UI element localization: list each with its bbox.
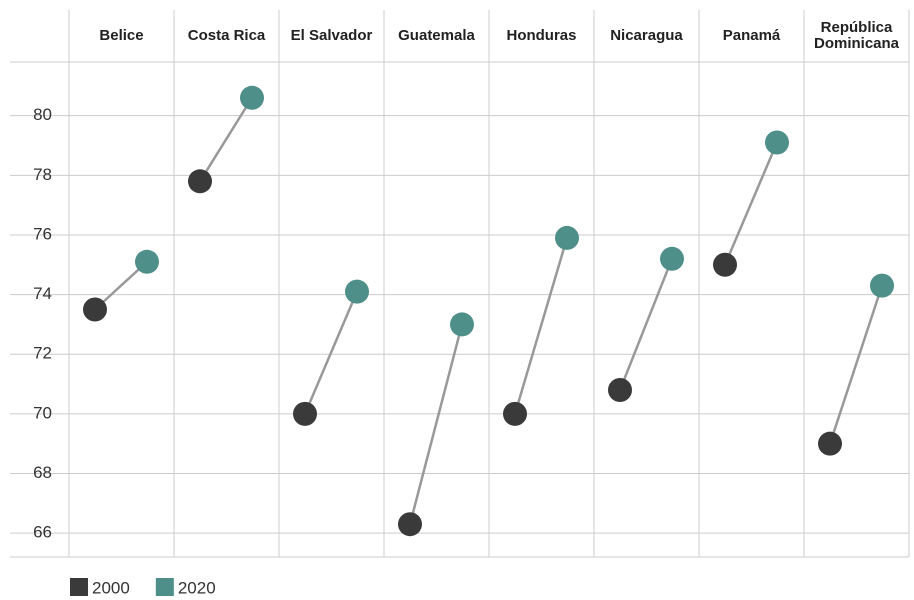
y-tick-label: 78 bbox=[33, 165, 52, 184]
dot bbox=[870, 273, 894, 298]
dot bbox=[83, 297, 107, 322]
connector bbox=[618, 258, 674, 391]
legend-swatch bbox=[70, 578, 88, 596]
y-tick-label: 66 bbox=[33, 523, 52, 542]
category-label: Guatemala bbox=[398, 27, 475, 44]
dot bbox=[818, 431, 842, 456]
dot bbox=[555, 225, 579, 250]
dot bbox=[345, 279, 369, 304]
category-label: Honduras bbox=[506, 27, 577, 44]
legend-label: 2020 bbox=[178, 578, 216, 597]
connector bbox=[513, 237, 569, 415]
connector bbox=[723, 142, 779, 266]
category-label: Belice bbox=[99, 27, 144, 44]
category-label: Nicaragua bbox=[610, 27, 683, 44]
legend-label: 2000 bbox=[92, 578, 130, 597]
dot bbox=[398, 512, 422, 537]
category-label: República Dominicana bbox=[813, 19, 900, 52]
category-label: Panamá bbox=[722, 27, 781, 44]
dot bbox=[713, 252, 737, 277]
connector bbox=[198, 97, 254, 182]
y-tick-label: 68 bbox=[33, 463, 52, 482]
y-tick-label: 72 bbox=[33, 344, 52, 363]
dot bbox=[293, 401, 317, 426]
legend-swatch bbox=[155, 578, 174, 596]
connector bbox=[828, 285, 884, 445]
dot bbox=[240, 85, 264, 110]
dot bbox=[135, 249, 159, 274]
y-tick-label: 76 bbox=[33, 224, 52, 243]
dot bbox=[608, 378, 632, 403]
dot bbox=[503, 401, 527, 426]
category-label: Costa Rica bbox=[187, 27, 266, 44]
connector bbox=[303, 291, 359, 415]
dot bbox=[450, 312, 474, 337]
dot bbox=[188, 169, 212, 194]
dot bbox=[660, 246, 684, 271]
y-tick-label: 80 bbox=[33, 105, 52, 124]
connector bbox=[408, 324, 464, 525]
y-tick-label: 74 bbox=[33, 284, 52, 303]
y-tick-label: 70 bbox=[33, 403, 52, 422]
category-label: El Salvador bbox=[290, 27, 373, 44]
dot bbox=[765, 130, 789, 155]
